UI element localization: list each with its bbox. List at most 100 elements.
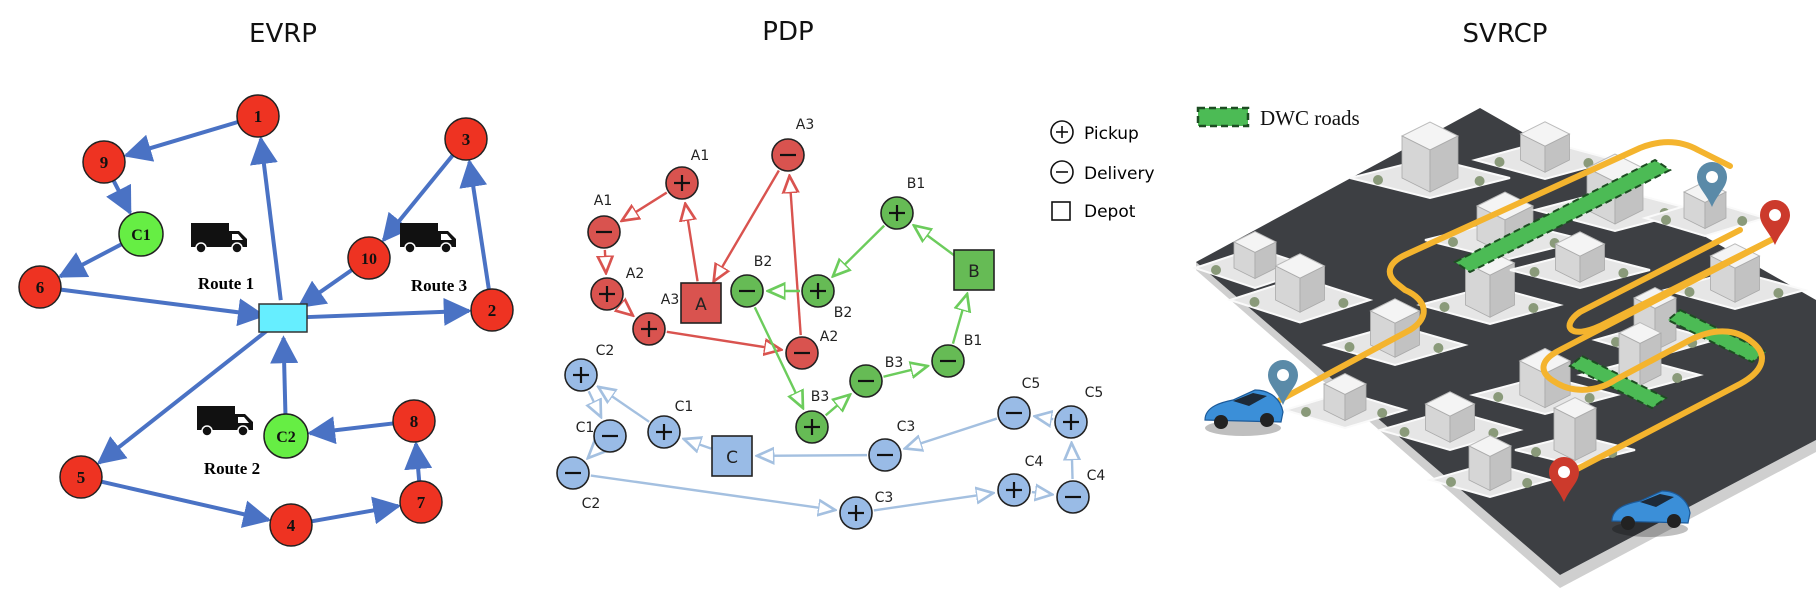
pdp-edge-A1d-A2p (605, 249, 606, 273)
pdp-edge-C5d-C3d (905, 417, 998, 449)
pdp-node-A1d: A1 (587, 193, 621, 249)
city-block (1226, 253, 1374, 324)
pdp-node-label: C4 (1087, 468, 1106, 484)
evrp-node-label: C2 (276, 429, 296, 446)
pdp-node-label: C1 (576, 420, 595, 436)
pdp-node-label: A3 (796, 117, 814, 133)
pdp-edge-B1d-dB (951, 294, 967, 345)
city-base-top (1196, 108, 1816, 575)
pdp-edge-A3d-dA (714, 169, 780, 282)
evrp-edge-10-depot (297, 268, 353, 309)
evrp-node-C1: C1 (118, 211, 164, 257)
legend-pickup: Pickup (1050, 120, 1139, 144)
pdp-nodes: A B C A1 A1 A2 A3 A2 A3 B1 B2 B2 B3 B3 B1 C2 C1 C2 C1 C3 C3 C… (556, 117, 1106, 530)
location-pin-icon (1268, 360, 1298, 405)
evrp-node-8: 8 (392, 399, 436, 443)
route-path-loop (1566, 227, 1778, 335)
svrcp-city-illustration: DWC roads (1191, 106, 1816, 588)
pdp-node-label: C3 (875, 490, 894, 506)
pdp-edge-A1p-A1d (622, 191, 668, 221)
dwc-road-segments (1453, 158, 1768, 410)
pdp-edges (588, 169, 1073, 512)
route-label-1: Route 1 (198, 274, 254, 293)
pdp-node-label: B2 (754, 254, 773, 270)
panel-title-evrp: EVRP (249, 19, 317, 49)
pdp-node-C5p: C5 (1054, 385, 1103, 439)
city-blocks (1191, 121, 1809, 499)
pdp-node-A3d: A3 (771, 117, 814, 172)
panel-title-svrcp: SVRCP (1463, 19, 1548, 49)
pdp-node-B2d: B2 (730, 254, 773, 308)
pdp-node-label: C2 (582, 496, 601, 512)
evrp-node-9: 9 (82, 140, 126, 184)
pdp-depot-label: C (726, 448, 738, 468)
pdp-edge-C2p-C1d (589, 390, 601, 417)
pdp-edge-C3d-dC (757, 455, 868, 456)
pdp-node-label: C2 (596, 343, 615, 359)
pdp-node-label: B3 (885, 355, 904, 371)
evrp-node-2: 2 (470, 288, 514, 332)
city-block (1349, 121, 1511, 200)
pdp-node-B2p: B2 (801, 274, 853, 321)
evrp-node-label: 4 (287, 516, 296, 535)
dwc-legend-swatch (1196, 106, 1250, 128)
pdp-node-C3d: C3 (868, 419, 915, 472)
pdp-node-label: C1 (675, 399, 694, 415)
evrp-edge-3-10 (381, 154, 455, 243)
city-block (1509, 231, 1651, 290)
city-block (1514, 396, 1636, 467)
pdp-edge-C3p-C4p (873, 493, 993, 512)
pdp-edge-C4p-C4d (1031, 492, 1052, 494)
evrp-node-label: 10 (361, 251, 377, 268)
evrp-node-3: 3 (444, 117, 488, 161)
evrp-edge-depot-5 (96, 327, 271, 465)
evrp-edge-5-4 (101, 479, 272, 528)
truck-icon (400, 223, 456, 254)
pdp-node-label: A2 (626, 266, 644, 282)
pdp-legend: Pickup Delivery Depot (1050, 120, 1155, 222)
evrp-edge-2-3 (459, 158, 491, 290)
pdp-node-C2d: C2 (556, 456, 601, 512)
evrp-edge-4-7 (311, 496, 402, 525)
dwc-legend-label: DWC roads (1260, 106, 1360, 130)
pdp-edge-C4d-C5p (1072, 443, 1073, 480)
pdp-node-label: A1 (594, 193, 612, 209)
evrp-edge-9-C1 (106, 179, 132, 216)
evrp-node-label: 1 (254, 107, 263, 126)
evrp-node-6: 6 (18, 265, 62, 309)
pdp-node-label: C4 (1025, 454, 1044, 470)
city-block (1376, 391, 1524, 452)
evrp-node-label: 3 (462, 130, 471, 149)
evrp-edge-C2-depot (270, 335, 299, 415)
pdp-diagram: A B C A1 A1 A2 A3 A2 A3 B1 B2 B2 B3 B3 B1 C2 C1 C2 C1 C3 C3 C… (556, 117, 1155, 530)
pdp-node-label: C5 (1022, 376, 1041, 392)
panel-title-pdp: PDP (762, 17, 813, 47)
evrp-edge-C1-6 (57, 242, 123, 279)
dwc-legend: DWC roads (1196, 106, 1360, 130)
pdp-depot-B: B (953, 249, 995, 291)
evrp-node-7: 7 (399, 480, 443, 524)
evrp-diagram: 1 2 3 4 5 6 7 8 9 10 C1 C2 Route 1 Route 3 Route 2 (18, 94, 514, 547)
pdp-node-B3p: B3 (795, 389, 830, 444)
city-block (1416, 250, 1564, 326)
pdp-edge-dC-C1p (684, 439, 712, 449)
electric-car-icon (1611, 490, 1691, 537)
pdp-node-B1p: B1 (880, 176, 925, 230)
pdp-edge-dB-B1p (914, 225, 958, 258)
pdp-edge-B3p-B3d (824, 395, 850, 417)
pdp-depot-A: A (680, 282, 722, 324)
location-pins (1268, 162, 1790, 502)
location-pin-icon (1760, 200, 1790, 245)
pdp-edge-dA-A1p (685, 204, 699, 282)
pdp-node-B3d: B3 (849, 355, 904, 398)
pdp-node-C5d: C5 (997, 376, 1041, 430)
location-pin-icon (1697, 162, 1727, 207)
pdp-depot-label: A (695, 295, 707, 315)
pdp-edge-B1p-B2p (833, 224, 886, 277)
pdp-node-C4p: C4 (997, 454, 1044, 507)
legend-delivery-label: Delivery (1084, 164, 1155, 184)
evrp-edge-6-depot (60, 287, 266, 327)
pdp-node-label: B3 (811, 389, 830, 405)
pdp-node-label: B2 (834, 305, 853, 321)
truck-icon (197, 406, 253, 437)
